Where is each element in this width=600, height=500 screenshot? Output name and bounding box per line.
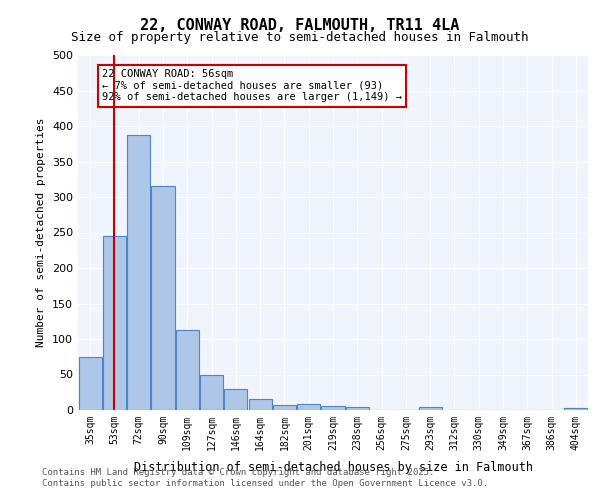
Bar <box>322 406 344 410</box>
Bar <box>346 407 369 410</box>
Bar <box>224 388 247 410</box>
Bar <box>419 407 442 410</box>
Bar <box>248 400 272 410</box>
Bar <box>297 404 320 410</box>
Bar <box>127 134 150 410</box>
Text: Size of property relative to semi-detached houses in Falmouth: Size of property relative to semi-detach… <box>71 31 529 44</box>
Bar <box>79 357 101 410</box>
Bar <box>103 236 126 410</box>
Text: 22 CONWAY ROAD: 56sqm
← 7% of semi-detached houses are smaller (93)
92% of semi-: 22 CONWAY ROAD: 56sqm ← 7% of semi-detac… <box>102 69 402 102</box>
Bar <box>151 186 175 410</box>
Bar <box>273 405 296 410</box>
X-axis label: Distribution of semi-detached houses by size in Falmouth: Distribution of semi-detached houses by … <box>133 461 533 474</box>
Text: 22, CONWAY ROAD, FALMOUTH, TR11 4LA: 22, CONWAY ROAD, FALMOUTH, TR11 4LA <box>140 18 460 32</box>
Bar <box>565 408 587 410</box>
Y-axis label: Number of semi-detached properties: Number of semi-detached properties <box>37 118 46 347</box>
Bar <box>200 374 223 410</box>
Text: Contains HM Land Registry data © Crown copyright and database right 2025.
Contai: Contains HM Land Registry data © Crown c… <box>42 468 488 487</box>
Bar <box>176 330 199 410</box>
